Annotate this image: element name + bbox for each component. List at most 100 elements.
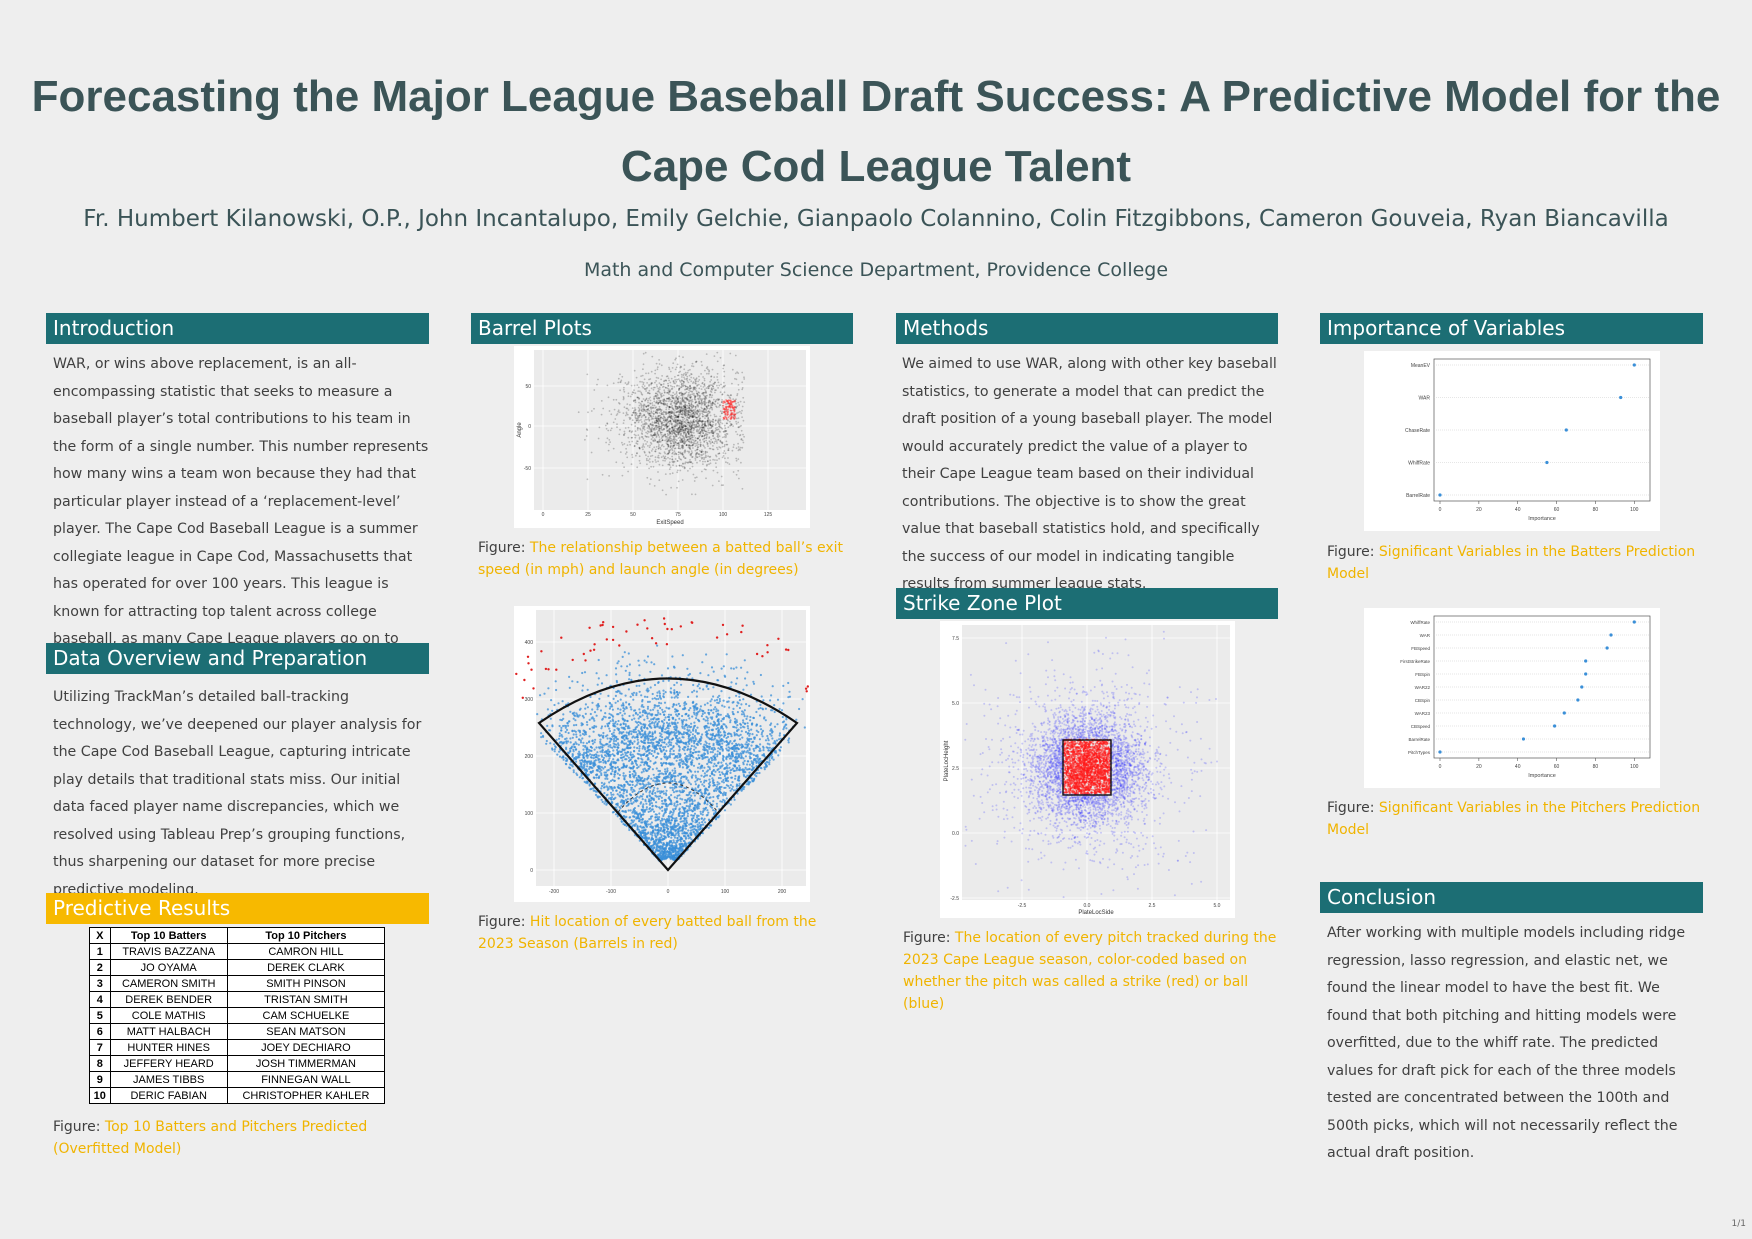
hit-point (658, 690, 661, 693)
hit-point (664, 691, 667, 694)
data-point (631, 419, 634, 422)
data-point (687, 432, 690, 435)
data-point (634, 413, 636, 415)
hit-point (701, 813, 704, 816)
data-point (722, 430, 725, 433)
hit-point (635, 783, 638, 786)
data-point (694, 395, 696, 398)
data-point (691, 462, 694, 465)
data-point (649, 378, 652, 380)
data-point (651, 355, 654, 358)
data-point (702, 456, 704, 459)
table-header-cell: Top 10 Pitchers (226, 927, 386, 944)
hit-point (764, 719, 767, 722)
hit-point (687, 714, 690, 718)
data-point (663, 398, 665, 401)
data-point (675, 405, 678, 408)
hit-point (572, 771, 575, 774)
data-overview-body: Utilizing TrackMan’s detailed ball-track… (53, 689, 422, 898)
data-point (722, 385, 725, 388)
data-point (642, 368, 644, 371)
hit-point (711, 759, 714, 762)
hit-point (696, 770, 700, 773)
data-point (722, 367, 725, 370)
data-point (658, 441, 661, 443)
data-point (634, 399, 637, 402)
data-point (658, 407, 661, 410)
data-point (685, 434, 688, 437)
data-point (690, 415, 693, 418)
data-point (692, 421, 695, 423)
data-point (700, 426, 703, 428)
hit-point (650, 799, 653, 802)
data-point (698, 428, 701, 430)
data-point (668, 430, 671, 432)
hit-point (681, 708, 685, 711)
data-point (691, 393, 694, 396)
hit-point (709, 722, 712, 725)
data-point (652, 429, 655, 431)
data-point (678, 430, 681, 432)
data-point (647, 412, 650, 415)
data-point (686, 410, 689, 413)
data-point (682, 399, 685, 402)
data-point (682, 455, 685, 458)
data-point (727, 457, 729, 459)
hit-point (669, 810, 672, 813)
data-point (679, 439, 681, 442)
data-point (668, 405, 670, 408)
data-point (664, 439, 666, 442)
data-point (689, 438, 692, 440)
data-point (675, 405, 677, 408)
data-point (692, 443, 695, 446)
data-point (675, 397, 677, 399)
data-point (657, 421, 660, 423)
table-cell: SEAN MATSON (226, 1023, 386, 1040)
hit-point (758, 771, 761, 775)
data-point (643, 446, 646, 448)
data-point (690, 405, 693, 407)
data-point (688, 461, 690, 464)
data-point (696, 403, 699, 406)
hit-point (586, 723, 589, 726)
data-point (690, 444, 692, 447)
data-point (679, 411, 682, 414)
data-point (718, 457, 720, 460)
data-point (694, 399, 697, 401)
data-point (600, 400, 603, 402)
data-point (696, 422, 699, 425)
data-point (645, 387, 648, 390)
hit-point (678, 785, 681, 788)
data-point (739, 400, 742, 403)
data-point (662, 402, 664, 405)
data-point (651, 460, 654, 463)
data-point (642, 427, 645, 429)
data-point (710, 375, 712, 378)
data-point (706, 407, 709, 410)
data-point (655, 417, 658, 420)
hit-point (585, 750, 588, 753)
y-tick-label: 0 (528, 424, 531, 430)
data-point (631, 440, 634, 443)
data-point (674, 425, 677, 428)
data-point (641, 446, 644, 449)
data-point (621, 441, 623, 444)
hit-point (577, 738, 581, 741)
hit-point (656, 644, 659, 647)
hit-point (670, 741, 673, 744)
hit-point (638, 708, 641, 711)
data-point (718, 384, 721, 387)
data-point (698, 402, 701, 405)
hit-point (627, 756, 630, 759)
data-point (631, 393, 633, 396)
data-point (700, 400, 703, 402)
data-point (635, 412, 638, 415)
table-cell: 2 (89, 959, 111, 976)
hit-point (603, 751, 606, 754)
data-point (676, 384, 679, 387)
data-point (642, 437, 645, 440)
data-point (729, 397, 732, 400)
data-point (682, 400, 685, 403)
data-point (717, 434, 719, 437)
data-point (634, 411, 637, 414)
